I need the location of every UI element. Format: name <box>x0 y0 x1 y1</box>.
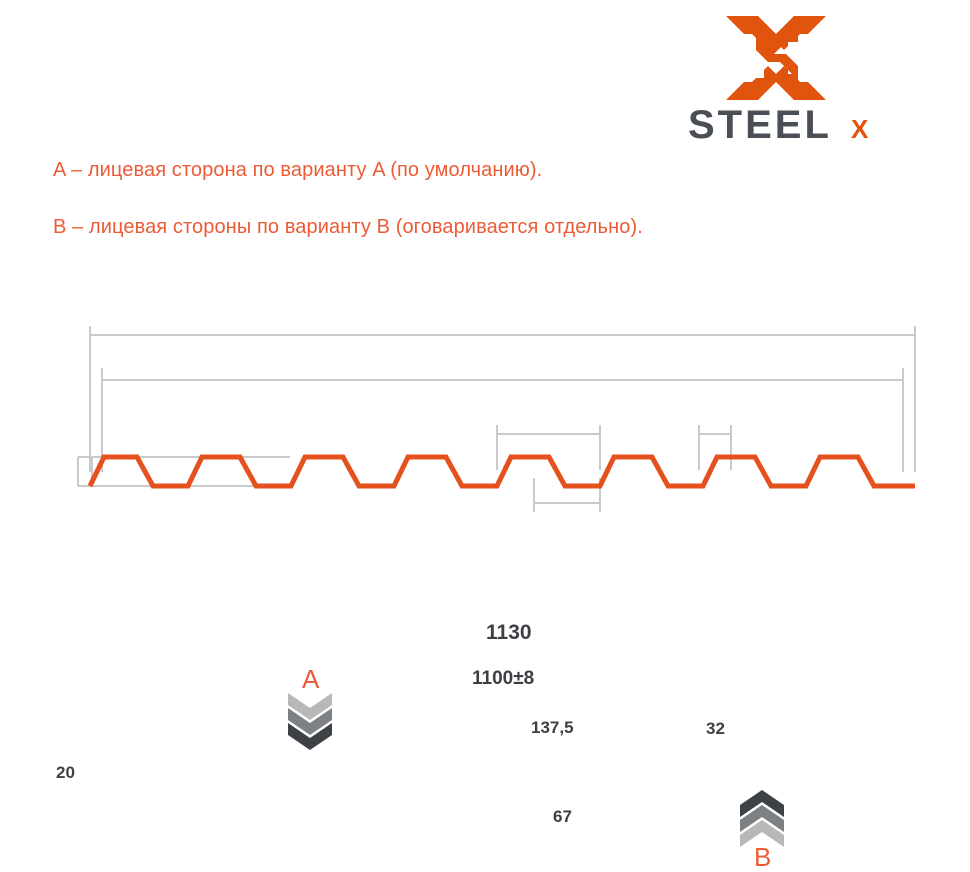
dimension-label-pitch: 137,5 <box>524 719 581 736</box>
dimension-label-valley-width: 67 <box>546 808 579 825</box>
corrugated-profile-line <box>87 454 915 489</box>
marker-b-letter: B <box>754 842 772 872</box>
dimension-label-crest-width: 32 <box>700 720 731 737</box>
marker-b-chevron-up-icon <box>738 789 786 847</box>
profile-technical-drawing: 1130 1100±8 137,5 32 67 20 A B <box>0 300 970 870</box>
note-variant-a: A – лицевая сторона по варианту A (по ум… <box>53 159 543 181</box>
steelx-x-logo-icon <box>724 12 828 104</box>
marker-a-letter: A <box>302 664 320 694</box>
note-variant-b: B – лицевая стороны по варианту B (огова… <box>53 216 643 238</box>
dimension-label-useful-width: 1100±8 <box>463 669 544 688</box>
wordmark-steel-text: STEEL <box>688 104 832 147</box>
wordmark-x-superscript: X <box>851 114 869 144</box>
steelx-wordmark: STEEL X <box>688 103 908 148</box>
dimension-label-total-width: 1130 <box>477 622 541 643</box>
steelx-logo: STEEL X <box>688 12 908 147</box>
profile-drawing-page: STEEL X A – лицевая сторона по варианту … <box>0 12 970 870</box>
dimension-label-profile-height: 20 <box>51 764 80 781</box>
marker-a-chevron-down-icon <box>286 693 334 751</box>
